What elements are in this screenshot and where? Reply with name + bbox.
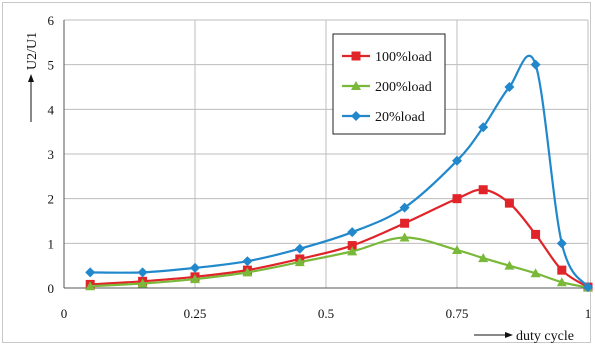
legend-swatch-marker	[351, 111, 361, 121]
data-point	[452, 194, 462, 204]
y-tick-label: 5	[48, 58, 55, 73]
x-tick-label: 1	[585, 306, 592, 321]
legend-item: 20%load	[342, 110, 425, 125]
x-axis-arrow-head	[505, 332, 513, 338]
y-tick-label: 2	[48, 192, 55, 207]
axes	[63, 20, 588, 289]
data-point	[452, 245, 462, 255]
legend-item: 100%load	[342, 50, 432, 65]
series-3	[85, 54, 593, 293]
data-point	[347, 246, 358, 256]
data-point	[190, 262, 200, 273]
data-point	[557, 265, 567, 275]
data-point	[85, 281, 96, 291]
data-point	[400, 218, 410, 228]
data-point	[478, 185, 488, 195]
data-point	[504, 198, 514, 208]
data-point	[85, 267, 96, 278]
data-point	[530, 268, 541, 278]
y-axis-label: U2/U1	[25, 32, 40, 70]
data-point	[399, 232, 410, 242]
data-point	[556, 238, 567, 249]
y-tick-label: 3	[48, 147, 55, 162]
legend-item: 200%load	[342, 80, 432, 95]
y-tick-label: 4	[48, 102, 55, 117]
data-point	[294, 257, 305, 267]
y-tick-label: 6	[48, 13, 55, 28]
data-point	[504, 260, 515, 270]
data-point	[294, 243, 305, 254]
legend: 100%load 200%load 20%load	[332, 33, 446, 135]
data-point	[242, 256, 253, 267]
x-axis-title: duty cycle	[474, 329, 574, 344]
y-tick-label: 0	[48, 281, 55, 296]
data-point	[530, 59, 541, 70]
legend-swatch-marker	[351, 81, 361, 90]
legend-label: 20%load	[375, 110, 425, 125]
data-point	[347, 227, 358, 238]
data-point	[556, 277, 567, 287]
series-layer	[85, 54, 593, 293]
data-point	[190, 274, 200, 284]
data-point	[583, 282, 593, 293]
data-point	[137, 278, 148, 288]
legend-swatch-marker	[351, 51, 361, 61]
data-point	[452, 155, 462, 166]
data-point	[137, 267, 148, 278]
y-axis-arrow-head	[28, 74, 34, 82]
legend-items: 100%load 200%load 20%load	[342, 50, 432, 125]
x-tick-label: 0.5	[318, 306, 334, 321]
data-point	[399, 202, 410, 213]
data-point	[531, 229, 541, 239]
x-tick-label: 0.75	[446, 306, 469, 321]
data-point	[242, 267, 253, 277]
x-tick-label: 0.25	[184, 306, 207, 321]
gridlines	[64, 19, 589, 288]
legend-label: 200%load	[375, 80, 432, 95]
data-point	[478, 253, 489, 263]
legend-label: 100%load	[375, 50, 432, 65]
y-tick-label: 1	[48, 236, 55, 251]
x-axis-label: duty cycle	[516, 329, 574, 344]
data-point	[478, 122, 489, 133]
tick-labels: 0 1 2 3 4 5 6 0 0.25 0.5 0.75 1	[48, 13, 592, 321]
data-point	[504, 82, 515, 92]
data-point	[347, 241, 357, 251]
legend-box	[332, 33, 446, 135]
y-axis-title: U2/U1	[25, 32, 40, 122]
x-tick-label: 0	[61, 306, 68, 321]
